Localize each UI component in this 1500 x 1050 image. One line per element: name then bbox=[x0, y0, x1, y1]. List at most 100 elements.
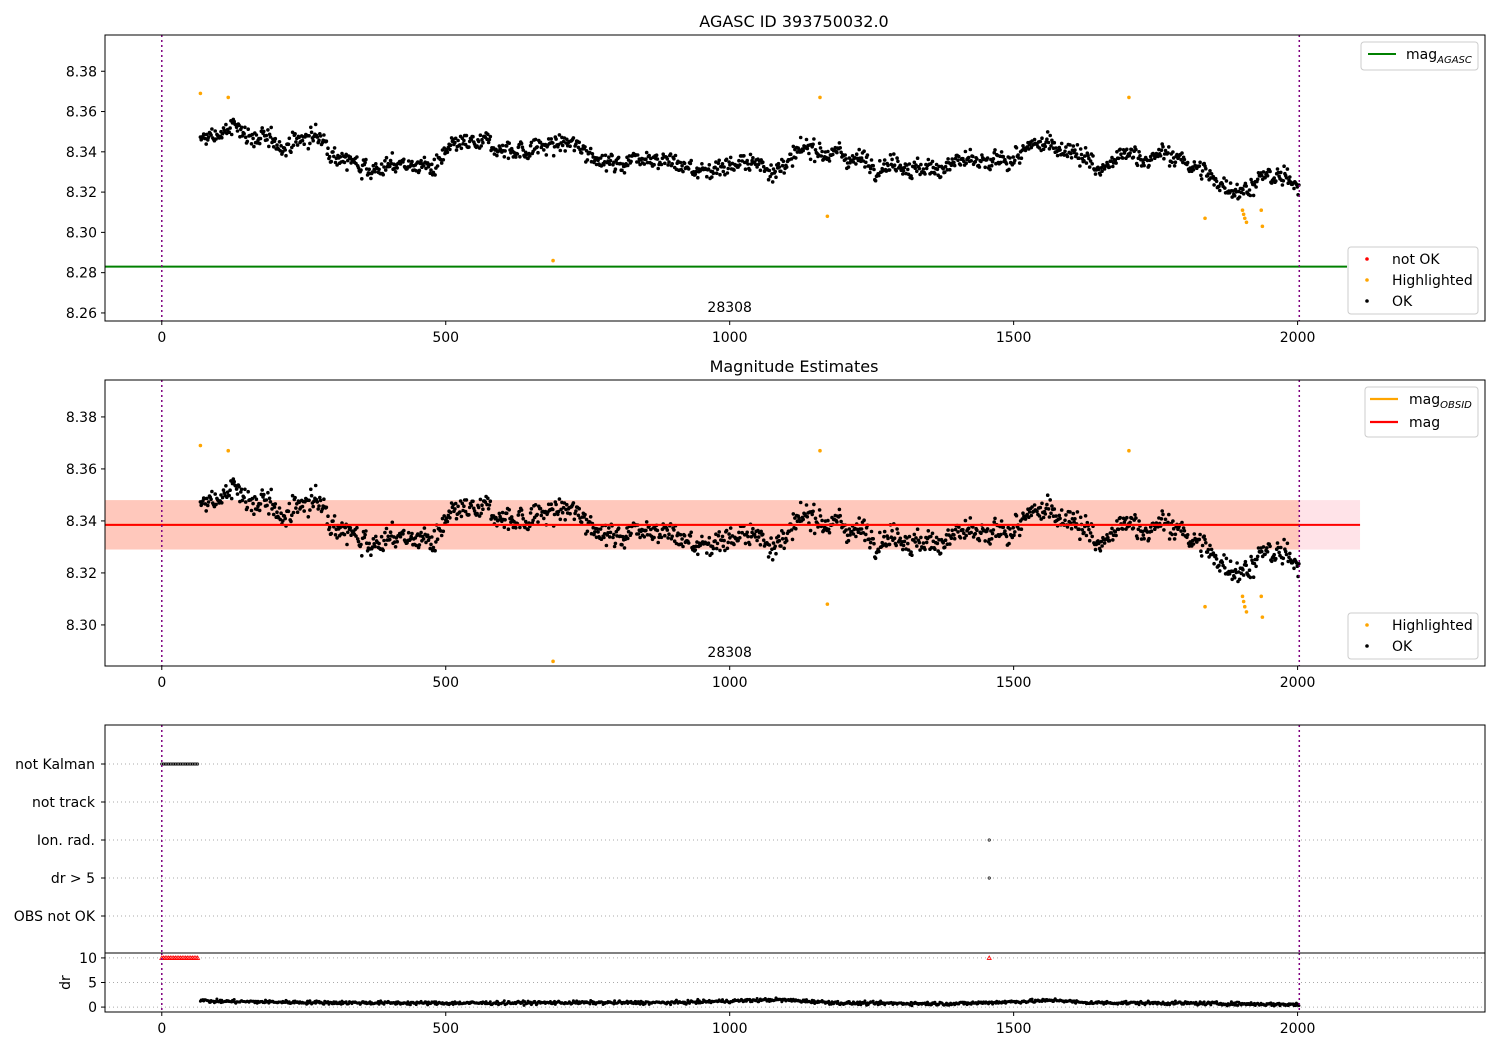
x-tick-label: 1500 bbox=[996, 1021, 1032, 1037]
point-ok bbox=[502, 155, 507, 159]
point-ok bbox=[487, 503, 492, 507]
point-ok bbox=[1288, 175, 1292, 179]
point-ok bbox=[948, 542, 952, 546]
point-ok bbox=[227, 493, 231, 498]
point-ok bbox=[1041, 515, 1046, 520]
point-ok bbox=[572, 148, 577, 153]
point-ok bbox=[568, 511, 572, 516]
point-ok bbox=[791, 144, 796, 149]
point-ok bbox=[262, 129, 266, 134]
point-ok bbox=[306, 515, 311, 519]
point-ok bbox=[867, 164, 871, 168]
point-ok bbox=[857, 147, 861, 152]
point-ok bbox=[789, 528, 794, 532]
point-ok bbox=[486, 132, 490, 137]
point-ok bbox=[462, 138, 466, 143]
point-ok bbox=[700, 162, 704, 166]
point-ok bbox=[1199, 173, 1203, 178]
point-ok bbox=[693, 548, 698, 552]
point-ok bbox=[206, 135, 211, 139]
point-ok bbox=[743, 541, 748, 546]
point-ok bbox=[371, 537, 376, 541]
point-ok bbox=[1255, 177, 1260, 182]
point-ok bbox=[913, 166, 917, 170]
x-tick-label: 2000 bbox=[1280, 330, 1316, 346]
point-ok bbox=[454, 516, 459, 521]
point-ok bbox=[1019, 527, 1024, 531]
point-ok bbox=[755, 538, 759, 543]
point-ok bbox=[966, 526, 971, 531]
point-ok bbox=[745, 530, 749, 535]
point-ok bbox=[999, 532, 1003, 537]
point-ok bbox=[509, 515, 514, 519]
point-ok bbox=[999, 160, 1003, 165]
point-ok bbox=[869, 158, 874, 162]
point-ok bbox=[989, 163, 994, 168]
point-ok bbox=[968, 147, 973, 152]
point-ok bbox=[964, 161, 968, 165]
point-ok bbox=[488, 499, 493, 504]
point-ok bbox=[968, 516, 973, 520]
point-ok bbox=[713, 539, 717, 543]
point-ok bbox=[1069, 156, 1074, 160]
point-ok bbox=[791, 512, 796, 516]
point-ok bbox=[388, 537, 392, 542]
axes-frame bbox=[104, 34, 1486, 322]
point-ok bbox=[1284, 552, 1289, 557]
point-ok bbox=[430, 162, 434, 167]
point-ok bbox=[528, 511, 533, 515]
point-ok bbox=[1190, 538, 1195, 543]
point-ok bbox=[1120, 527, 1125, 531]
point-ok bbox=[655, 528, 660, 533]
point-ok bbox=[801, 148, 805, 153]
point-ok bbox=[571, 136, 576, 140]
point-ok bbox=[952, 163, 957, 168]
point-ok bbox=[1135, 163, 1140, 168]
point-ok bbox=[227, 130, 231, 134]
point-ok bbox=[811, 509, 815, 514]
point-ok bbox=[756, 162, 761, 167]
y-tick-label: 8.30 bbox=[66, 225, 97, 241]
point-ok bbox=[914, 163, 918, 167]
point-ok bbox=[1171, 150, 1175, 154]
point-ok bbox=[1279, 170, 1283, 175]
point-ok bbox=[359, 542, 363, 547]
point-ok bbox=[1052, 140, 1057, 145]
point-ok bbox=[864, 160, 868, 165]
point-ok bbox=[417, 543, 422, 547]
point-ok bbox=[882, 529, 887, 534]
point-ok bbox=[917, 166, 922, 171]
point-ok bbox=[948, 167, 952, 172]
point-ok bbox=[523, 519, 528, 524]
point-ok bbox=[1001, 154, 1006, 159]
point-ok bbox=[1059, 508, 1064, 512]
legend-marker bbox=[1365, 299, 1369, 303]
point-ok bbox=[766, 177, 771, 182]
point-ok bbox=[790, 164, 795, 168]
point-ok bbox=[309, 130, 314, 135]
point-ok bbox=[1109, 531, 1113, 535]
point-ok bbox=[481, 140, 485, 145]
point-ok bbox=[1163, 148, 1168, 153]
point-ok bbox=[307, 498, 311, 503]
point-ok bbox=[250, 496, 255, 501]
point-ok bbox=[770, 558, 775, 562]
point-ok bbox=[246, 127, 250, 131]
point-ok bbox=[689, 530, 693, 535]
point-ok bbox=[1004, 534, 1009, 539]
point-ok bbox=[1138, 154, 1142, 158]
point-ok bbox=[1163, 517, 1168, 522]
point-ok bbox=[915, 544, 919, 548]
dr-clipped-marker bbox=[986, 955, 992, 960]
point-ok bbox=[381, 548, 386, 553]
point-ok bbox=[936, 549, 940, 553]
point-ok bbox=[756, 535, 761, 539]
point-ok bbox=[459, 146, 464, 151]
point-ok bbox=[565, 502, 569, 507]
point-ok bbox=[1204, 166, 1208, 171]
flag-marker bbox=[173, 762, 177, 766]
point-ok bbox=[1057, 513, 1062, 518]
point-ok bbox=[232, 479, 236, 484]
point-ok bbox=[245, 139, 250, 144]
point-ok bbox=[243, 135, 248, 140]
